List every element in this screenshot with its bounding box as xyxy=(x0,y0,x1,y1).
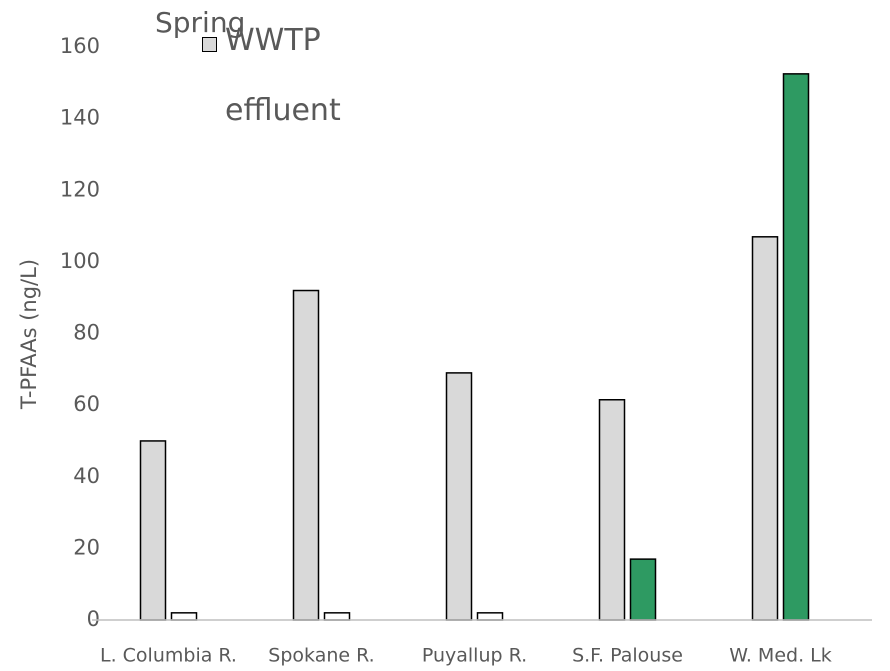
y-tick-label: 120 xyxy=(60,177,100,201)
bar xyxy=(170,612,198,621)
bar xyxy=(598,399,626,621)
y-tick-label: 100 xyxy=(60,249,100,273)
y-tick-label: 160 xyxy=(60,34,100,58)
x-tick-label: W. Med. Lk xyxy=(729,645,832,667)
legend-label: WWTP effluent xyxy=(225,23,341,128)
x-tick-label: L. Columbia R. xyxy=(100,645,237,667)
y-tick-label: 0 xyxy=(87,607,100,631)
y-axis-label: T-PFAAs (ng/L) xyxy=(17,259,41,410)
bar xyxy=(751,236,779,621)
x-tick-label: S.F. Palouse xyxy=(572,645,683,667)
y-tick-label: 20 xyxy=(73,535,100,559)
bar xyxy=(476,612,504,621)
bar xyxy=(629,558,657,621)
y-tick-label: 60 xyxy=(73,392,100,416)
y-tick-label: 140 xyxy=(60,106,100,130)
bar xyxy=(445,372,473,621)
bar xyxy=(323,612,351,621)
chart-title: Spring xyxy=(155,6,245,39)
bar xyxy=(782,73,810,621)
bar xyxy=(139,440,167,621)
y-tick-label: 40 xyxy=(73,464,100,488)
x-tick-label: Spokane R. xyxy=(268,645,374,667)
bar xyxy=(292,289,320,621)
y-tick-label: 80 xyxy=(73,321,100,345)
legend-swatch xyxy=(202,37,217,52)
x-tick-label: Puyallup R. xyxy=(422,645,527,667)
legend: WWTP effluent xyxy=(200,6,350,146)
